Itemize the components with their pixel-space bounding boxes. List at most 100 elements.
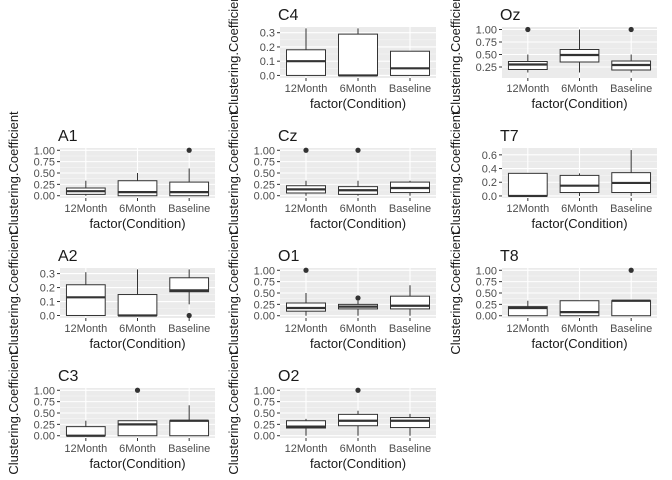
y-tick-label: 1.00 xyxy=(476,265,497,277)
x-tick-label: Baseline xyxy=(610,203,652,215)
x-tick-label: 12Month xyxy=(285,83,328,95)
x-tick-label: 6Month xyxy=(561,83,598,95)
y-tick-label: 0.00 xyxy=(34,191,55,203)
iqr-box xyxy=(286,49,326,76)
y-axis-label: Clustering.Coefficient xyxy=(6,231,21,355)
x-tick-label: 6Month xyxy=(561,323,598,335)
x-tick-label: Baseline xyxy=(610,83,652,95)
x-tick-label: 12Month xyxy=(506,83,549,95)
box-baseline xyxy=(390,285,430,316)
x-tick-label: 12Month xyxy=(285,323,328,335)
box-6month xyxy=(117,387,158,437)
y-tick-label: 0.2 xyxy=(260,42,275,54)
box-6month xyxy=(338,28,378,77)
facet-panel-a2: 0.00.1 0.2 0.3 12Month 6Month Baseline A2 facto… xyxy=(6,231,215,355)
y-axis-label: Clustering.Coefficient xyxy=(448,111,463,235)
x-axis-label: factor(Condition) xyxy=(310,336,406,351)
box-12month xyxy=(286,267,326,316)
x-tick-label: 6Month xyxy=(561,203,598,215)
y-tick-label: 0.3 xyxy=(40,269,55,281)
facet-title: O2 xyxy=(278,368,299,385)
x-axis-label: factor(Condition) xyxy=(89,216,185,231)
x-tick-label: Baseline xyxy=(389,203,431,215)
y-tick-label: 0.75 xyxy=(34,397,55,409)
iqr-box xyxy=(169,277,210,293)
facet-title: O1 xyxy=(278,248,299,265)
facet-panel-cz: 0.000.250.500.751.00 12Month 6Month Baselin… xyxy=(226,111,436,235)
x-tick-label: 6Month xyxy=(119,443,156,455)
x-tick-label: 6Month xyxy=(119,203,156,215)
x-tick-label: 12Month xyxy=(506,323,549,335)
y-axis-label: Clustering.Coefficient xyxy=(6,111,21,235)
y-tick-label: 0.00 xyxy=(476,311,497,323)
x-axis-label: factor(Condition) xyxy=(531,96,627,111)
iqr-box xyxy=(390,417,430,429)
x-tick-label: 6Month xyxy=(340,203,377,215)
y-tick-label: 0.50 xyxy=(476,288,497,300)
y-tick-label: 0.25 xyxy=(34,419,55,431)
y-tick-label: 0.50 xyxy=(34,408,55,420)
y-tick-label: 0.0 xyxy=(40,310,55,322)
outlier-point xyxy=(355,295,361,301)
y-tick-label: 0.00 xyxy=(34,431,55,443)
y-tick-label: 1.00 xyxy=(254,385,275,397)
outlier-point xyxy=(134,387,141,393)
y-tick-label: 0.0 xyxy=(482,191,497,203)
x-tick-label: 12Month xyxy=(285,443,328,455)
y-tick-label: 0.2 xyxy=(482,177,497,189)
box-6month xyxy=(559,300,600,317)
outlier-point xyxy=(186,147,192,153)
facet-title: T7 xyxy=(500,128,519,145)
y-tick-label: 0.4 xyxy=(482,164,497,176)
box-baseline xyxy=(169,405,210,437)
iqr-box xyxy=(611,300,652,317)
outlier-point xyxy=(628,26,634,33)
iqr-box xyxy=(117,180,158,197)
y-tick-label: 0.6 xyxy=(482,150,497,162)
x-tick-label: 6Month xyxy=(340,323,377,335)
y-tick-label: 0.25 xyxy=(254,419,275,431)
x-axis-label: factor(Condition) xyxy=(310,216,406,231)
y-axis-label: Clustering.Coefficient xyxy=(226,0,241,114)
facet-panel-o2: 0.000.250.500.751.00 12Month 6Month Baselin… xyxy=(226,351,436,475)
y-tick-label: 0.1 xyxy=(260,56,275,68)
x-tick-label: Baseline xyxy=(168,203,210,215)
iqr-box xyxy=(286,420,326,429)
y-tick-label: 0.50 xyxy=(254,408,275,420)
box-baseline xyxy=(611,267,652,317)
x-tick-label: 6Month xyxy=(119,323,156,335)
x-tick-label: Baseline xyxy=(389,323,431,335)
iqr-box xyxy=(390,295,430,310)
outlier-point xyxy=(355,147,361,153)
box-12month xyxy=(507,300,548,317)
iqr-box xyxy=(338,33,378,76)
y-tick-label: 0.0 xyxy=(260,70,275,82)
facet-panel-c4: 0.0 0.1 0.2 0.3 12Month 6Month Baseline C4 facto… xyxy=(226,0,436,114)
outlier-point xyxy=(303,147,309,153)
y-tick-label: 0.25 xyxy=(476,299,497,311)
x-tick-label: 12Month xyxy=(285,203,328,215)
box-6month xyxy=(338,147,378,196)
box-6month xyxy=(338,387,378,436)
box-6month xyxy=(559,173,600,196)
outlier-point xyxy=(186,312,192,319)
x-tick-label: 6Month xyxy=(340,83,377,95)
outlier-point xyxy=(525,26,531,33)
x-axis-label: factor(Condition) xyxy=(89,336,185,351)
box-6month xyxy=(338,295,378,316)
y-tick-label: 0.50 xyxy=(254,288,275,300)
box-baseline xyxy=(611,150,652,196)
x-tick-label: Baseline xyxy=(610,323,652,335)
x-tick-label: Baseline xyxy=(168,443,210,455)
box-12month xyxy=(65,180,106,196)
x-tick-label: Baseline xyxy=(168,323,210,335)
x-axis-label: factor(Condition) xyxy=(310,456,406,471)
box-12month xyxy=(507,26,548,73)
outlier-point xyxy=(628,267,634,273)
y-tick-label: 0.25 xyxy=(254,299,275,311)
box-12month xyxy=(286,147,326,196)
y-axis-label: Clustering.Coefficient xyxy=(6,351,21,475)
y-tick-label: 0.00 xyxy=(254,191,275,203)
facet-title: Cz xyxy=(278,128,298,145)
